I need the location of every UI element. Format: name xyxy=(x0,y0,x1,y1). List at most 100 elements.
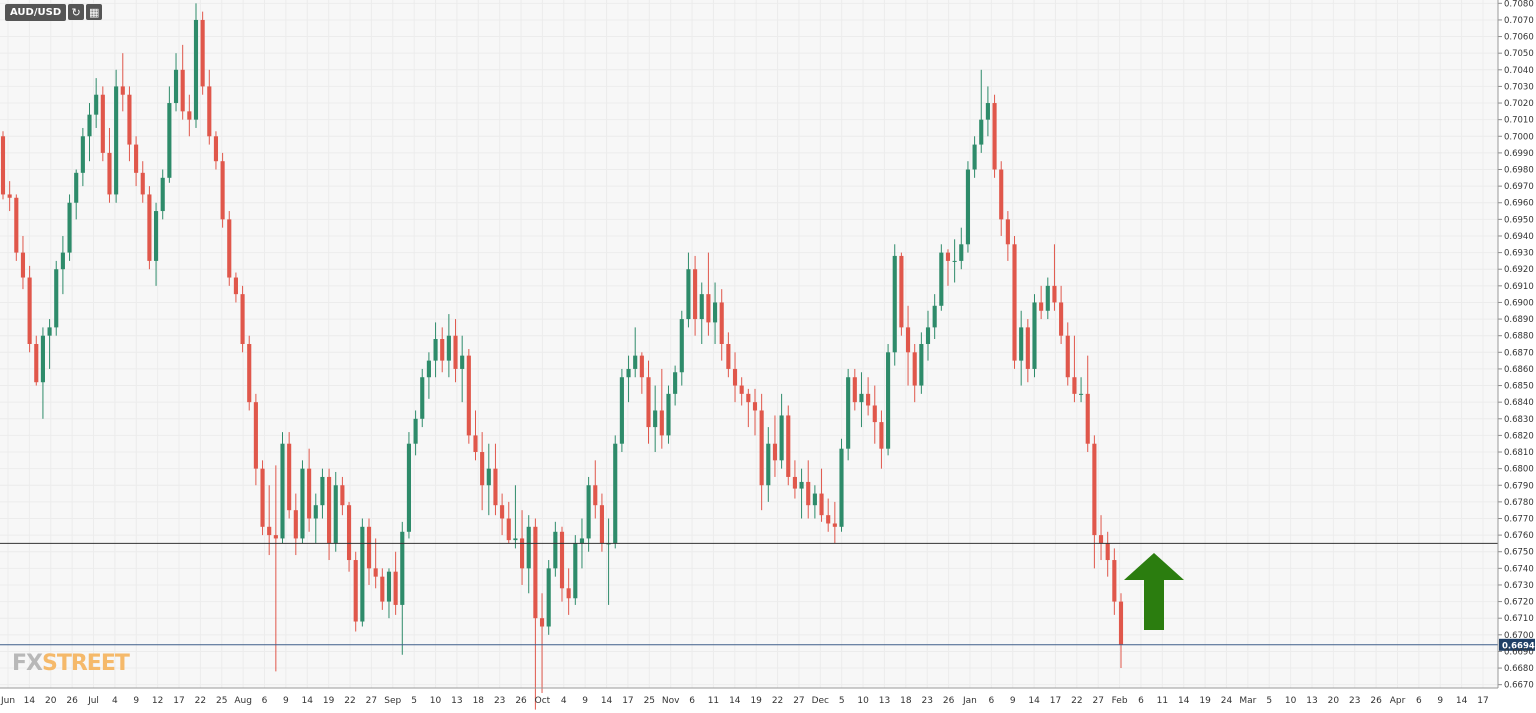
y-tick-label: 0.6940 xyxy=(1504,232,1534,242)
candle-body xyxy=(180,69,185,112)
x-tick-label: 12 xyxy=(152,696,163,706)
candle xyxy=(905,305,911,386)
candle xyxy=(799,468,804,519)
candle-body xyxy=(866,393,871,406)
candle xyxy=(480,432,485,511)
candle-body xyxy=(899,255,904,328)
x-tick-label: 26 xyxy=(1370,696,1382,706)
y-tick-label: 0.6770 xyxy=(1504,514,1534,524)
candle xyxy=(766,427,771,502)
y-tick-label: 0.6790 xyxy=(1504,481,1534,491)
candle xyxy=(613,435,618,549)
candle xyxy=(114,69,119,203)
candle xyxy=(373,538,378,589)
symbol-label[interactable]: AUD/USD xyxy=(5,4,67,21)
calendar-icon[interactable]: ▦ xyxy=(86,4,103,20)
candle xyxy=(1045,277,1050,320)
candle-body xyxy=(353,560,358,622)
candle-body xyxy=(1025,327,1030,369)
candle-body xyxy=(107,152,112,195)
candle-body xyxy=(247,344,252,403)
candle xyxy=(872,385,877,444)
candle-body xyxy=(559,531,565,589)
x-tick-label: 14 xyxy=(1028,696,1040,706)
candle xyxy=(167,86,172,183)
candle-body xyxy=(1052,285,1057,303)
candle-body xyxy=(193,19,199,120)
y-tick-label: 0.6980 xyxy=(1504,166,1534,176)
candle-body xyxy=(114,86,119,195)
candle-body xyxy=(972,144,977,170)
candle-body xyxy=(739,385,744,394)
x-tick-label: 11 xyxy=(708,696,719,706)
candle-body xyxy=(892,255,897,353)
candle-body xyxy=(167,103,172,178)
candle xyxy=(346,501,352,572)
candle-body xyxy=(300,468,305,539)
candle-body xyxy=(846,377,851,449)
candle xyxy=(120,53,125,112)
y-tick-label: 0.6760 xyxy=(1504,531,1534,541)
candle xyxy=(932,294,937,340)
x-tick-label: 13 xyxy=(451,696,462,706)
candle-body xyxy=(373,568,378,577)
candle xyxy=(307,448,312,532)
logo-part-street: STREET xyxy=(42,651,130,676)
candle-body xyxy=(340,485,345,506)
candle xyxy=(1025,319,1030,383)
candle-body xyxy=(433,339,438,361)
candle-body xyxy=(1112,560,1117,602)
y-tick-label: 0.6750 xyxy=(1504,548,1534,558)
candle-body xyxy=(952,260,957,262)
candle-body xyxy=(912,352,917,386)
candle xyxy=(626,355,631,403)
candle xyxy=(1105,531,1110,577)
candle-body xyxy=(619,377,624,444)
candle xyxy=(666,385,671,444)
candle xyxy=(593,460,598,519)
x-tick-label: 13 xyxy=(879,696,890,706)
candle xyxy=(240,285,245,353)
candle-body xyxy=(74,172,79,203)
x-tick-label: 24 xyxy=(1221,696,1233,706)
candle xyxy=(653,385,658,453)
candle xyxy=(446,314,451,378)
x-tick-label: 25 xyxy=(216,696,227,706)
candle xyxy=(100,86,105,162)
refresh-icon[interactable]: ↻ xyxy=(68,4,85,20)
x-tick-label: Dec xyxy=(812,696,829,706)
candle xyxy=(453,319,458,383)
x-tick-label: 4 xyxy=(112,696,118,706)
x-tick-label: 25 xyxy=(644,696,655,706)
candle-body xyxy=(1079,393,1084,395)
reference-lines: 0.6694 xyxy=(0,542,1535,651)
candle-body xyxy=(287,443,292,511)
candle xyxy=(792,460,797,499)
x-tick-label: 9 xyxy=(1010,696,1016,706)
candle-body xyxy=(593,485,598,506)
y-tick-label: 0.6670 xyxy=(1504,681,1534,691)
candle xyxy=(60,235,65,295)
candle xyxy=(1012,235,1017,369)
candle xyxy=(500,493,505,536)
candle-body xyxy=(799,481,804,489)
candle xyxy=(772,415,778,477)
x-tick-label: Apr xyxy=(1390,696,1406,706)
candle-body xyxy=(646,377,651,428)
candle-body xyxy=(905,327,911,353)
candle-body xyxy=(440,339,445,361)
candle xyxy=(440,327,445,373)
x-tick-label: 10 xyxy=(1285,696,1297,706)
candle xyxy=(573,535,578,605)
y-tick-label: 0.6890 xyxy=(1504,315,1534,325)
candle xyxy=(300,460,305,544)
candle-body xyxy=(453,335,458,369)
x-tick-label: Feb xyxy=(1112,696,1128,706)
candle xyxy=(639,352,644,394)
candle xyxy=(287,432,292,519)
candle-body xyxy=(0,136,6,195)
candle-body xyxy=(1065,335,1070,378)
candle xyxy=(879,410,884,469)
candle-body xyxy=(393,571,398,605)
candle xyxy=(233,272,238,303)
